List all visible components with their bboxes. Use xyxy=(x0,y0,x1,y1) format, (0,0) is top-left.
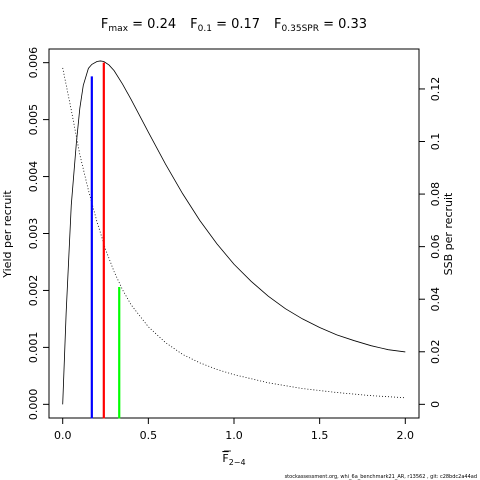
y-right-tick-label: 0.04 xyxy=(429,287,442,312)
title-fmax-sub: max xyxy=(108,24,128,34)
series-layer xyxy=(62,60,406,405)
y-right-tick-label: 0.06 xyxy=(429,234,442,259)
x-tick-label: 0.5 xyxy=(140,429,158,442)
x-axis-title-sub: 2−4 xyxy=(229,458,246,467)
title-fmax-main: F xyxy=(101,17,108,32)
reference-lines xyxy=(90,62,121,419)
footer-note: stockassessment.org, whi_6a_benchmark21_… xyxy=(285,474,477,480)
y-axis-right-title: SSB per recruit xyxy=(442,192,455,275)
x-axis-title-main: F xyxy=(222,452,228,465)
x-axis: 0.0 0.5 1.0 1.5 2.0 xyxy=(54,418,414,442)
x-tick-label: 2.0 xyxy=(397,429,415,442)
y-right-tick-label: 0.02 xyxy=(429,340,442,365)
y-axis-right: 0 0.02 0.04 0.06 0.08 0.1 0.12 xyxy=(419,77,442,408)
y-left-tick-label: 0.003 xyxy=(27,218,40,250)
title-f035-sub: 0.35SPR xyxy=(282,24,319,34)
title-f01-sub: 0.1 xyxy=(198,24,212,34)
y-left-tick-label: 0.002 xyxy=(27,275,40,307)
chart-title: Fmax = 0.24 F0.1 = 0.17 F0.35SPR = 0.33 xyxy=(101,17,367,34)
ssb-per-recruit-line xyxy=(62,67,406,399)
x-axis-title: F2−4 xyxy=(222,452,245,467)
y-axis-left: 0.000 0.001 0.002 0.003 0.004 0.005 0.006 xyxy=(27,47,49,420)
y-right-tick-label: 0.1 xyxy=(429,133,442,151)
y-axis-left-title: Yield per recruit xyxy=(1,190,14,279)
y-left-tick-label: 0.006 xyxy=(27,47,40,79)
y-left-tick-label: 0.001 xyxy=(27,332,40,364)
title-f01-value: = 0.17 xyxy=(212,17,260,32)
title-fmax-value: = 0.24 xyxy=(128,17,176,32)
yield-per-recruit-line xyxy=(62,60,406,405)
title-f01-main: F xyxy=(190,17,197,32)
y-left-tick-label: 0.005 xyxy=(27,104,40,136)
x-tick-label: 1.0 xyxy=(225,429,243,442)
title-f035-main: F xyxy=(274,17,281,32)
y-right-tick-label: 0 xyxy=(429,401,442,408)
y-right-tick-label: 0.08 xyxy=(429,182,442,207)
y-right-tick-label: 0.12 xyxy=(429,77,442,102)
title-f035-value: = 0.33 xyxy=(319,17,367,32)
y-left-tick-label: 0.004 xyxy=(27,161,40,193)
x-tick-label: 1.5 xyxy=(311,429,329,442)
x-tick-label: 0.0 xyxy=(54,429,72,442)
y-left-tick-label: 0.000 xyxy=(27,389,40,421)
